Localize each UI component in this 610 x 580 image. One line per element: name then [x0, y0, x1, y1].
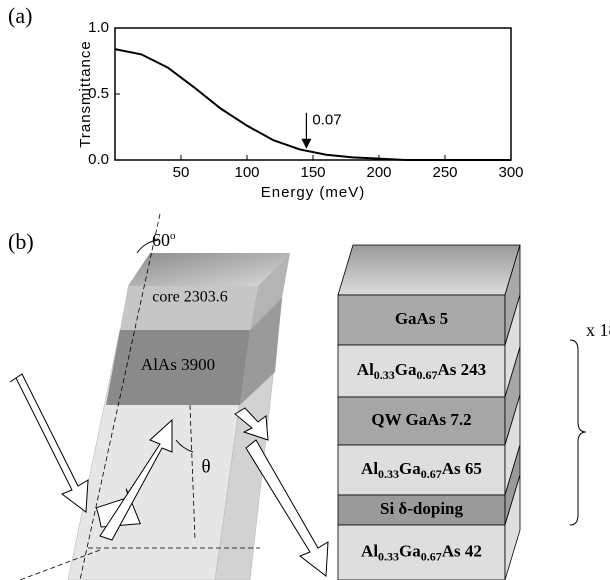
layer-label: GaAs 5 [395, 309, 448, 328]
angle-value: 60 [152, 230, 170, 250]
x-tick-label: 150 [300, 164, 325, 181]
annotation-arrowhead [301, 139, 311, 149]
slab: 60o core 2303.6 AlAs 3900 θ [10, 214, 328, 580]
layer-label-part: As 65 [442, 459, 482, 478]
y-tick-label: 1.0 [88, 19, 109, 36]
y-tick-label: 0.0 [88, 151, 109, 168]
theta-label: θ [201, 456, 210, 477]
figure: (a) (b) 60o core 2303.6 AlAs 3900 θ GaAs… [0, 0, 610, 580]
annotation-label: 0.07 [312, 112, 341, 129]
repeat-label: x 18 [586, 320, 610, 340]
barrier-label: AlAs 3900 [141, 355, 215, 374]
repeat-brace [570, 340, 586, 525]
layer-label-part: Ga [399, 459, 421, 478]
layer-label-part: Si δ-doping [380, 499, 463, 518]
y-axis-label: Transmittance [77, 40, 94, 147]
layer-label: Si δ-doping [380, 499, 463, 518]
angle-label: 60o [152, 230, 176, 251]
layer-label-part: As 243 [438, 360, 487, 379]
x-tick-label: 250 [432, 164, 457, 181]
layer-label-part: 0.33 [374, 368, 395, 382]
layer-label-part: QW GaAs 7.2 [371, 410, 471, 429]
x-tick-label: 100 [234, 164, 259, 181]
x-axis-label: Energy (meV) [261, 184, 366, 201]
panel-label: (b) [8, 229, 34, 254]
angle-unit: o [170, 230, 176, 242]
x-tick-label: 50 [173, 164, 190, 181]
layer-label: QW GaAs 7.2 [371, 410, 471, 429]
x-tick-label: 300 [498, 164, 523, 181]
layer-label-part: As 42 [442, 541, 482, 560]
layer-label-part: Al [357, 360, 374, 379]
layer-label-part: 0.67 [421, 467, 442, 481]
plot-frame [115, 28, 511, 160]
x-tick-label: 200 [366, 164, 391, 181]
layer-label-part: 0.33 [378, 549, 399, 563]
core-label: core 2303.6 [152, 289, 228, 306]
layer-label-part: Ga [399, 541, 421, 560]
panel-label: (a) [8, 3, 32, 28]
layer-label-part: Al [361, 459, 378, 478]
layer-label-part: Ga [395, 360, 417, 379]
layer-label-part: Al [361, 541, 378, 560]
layer-label-part: 0.67 [417, 368, 438, 382]
layer-label-part: 0.67 [421, 549, 442, 563]
layer-label-part: 0.33 [378, 467, 399, 481]
data-line [115, 49, 511, 160]
layer-label-part: GaAs 5 [395, 309, 448, 328]
